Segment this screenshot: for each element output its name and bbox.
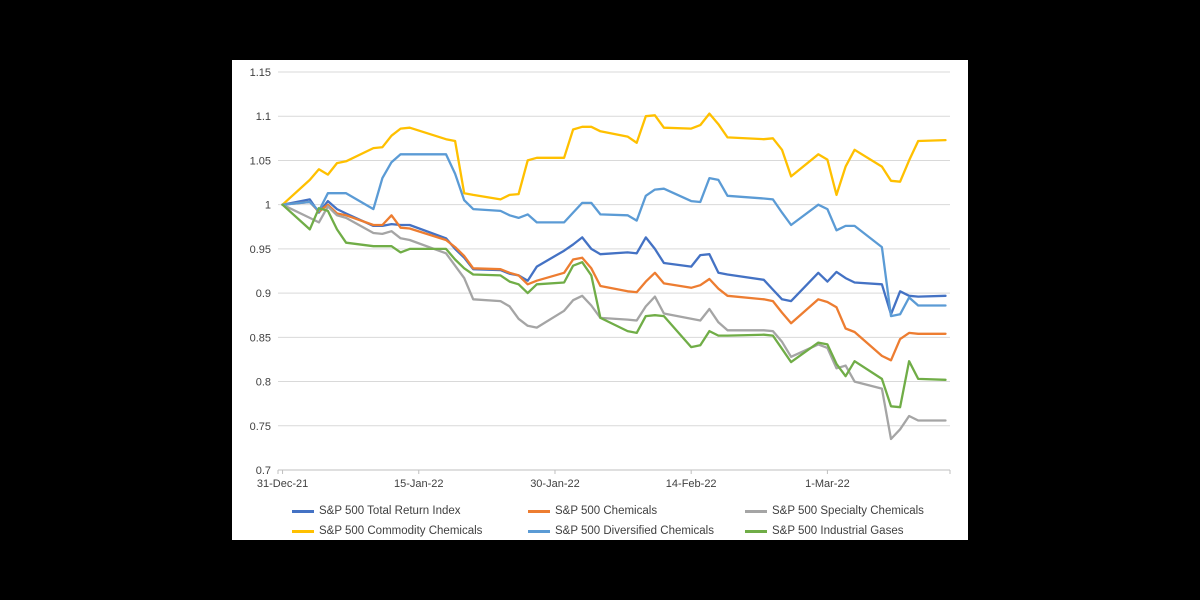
legend-label-chemicals: S&P 500 Chemicals (555, 505, 658, 517)
legend-label-total-return-index: S&P 500 Total Return Index (319, 505, 461, 517)
legend-item-industrial-gases: S&P 500 Industrial Gases (745, 523, 903, 539)
svg-text:31-Dec-21: 31-Dec-21 (257, 478, 308, 490)
svg-text:1: 1 (265, 200, 271, 212)
svg-text:1.05: 1.05 (250, 155, 271, 167)
legend-marker-diversified-chemicals (528, 529, 550, 533)
legend-item-chemicals: S&P 500 Chemicals (528, 503, 657, 519)
svg-text:15-Jan-22: 15-Jan-22 (394, 478, 444, 490)
svg-text:0.75: 0.75 (250, 421, 271, 433)
legend: S&P 500 Total Return Index S&P 500 Chemi… (232, 496, 968, 540)
legend-label-commodity-chemicals: S&P 500 Commodity Chemicals (319, 525, 483, 537)
legend-item-specialty-chemicals: S&P 500 Specialty Chemicals (745, 503, 924, 519)
legend-item-total-return-index: S&P 500 Total Return Index (292, 503, 461, 519)
svg-text:0.8: 0.8 (256, 377, 271, 389)
svg-text:0.95: 0.95 (250, 244, 271, 256)
legend-item-commodity-chemicals: S&P 500 Commodity Chemicals (292, 523, 482, 539)
line-chart: 0.7 0.75 0.8 0.85 0.9 0.95 1 1.05 1.1 1.15 31-Dec-… (250, 67, 951, 490)
legend-marker-chemicals (528, 509, 550, 513)
svg-text:14-Feb-22: 14-Feb-22 (666, 478, 717, 490)
legend-marker-specialty-chemicals (745, 509, 767, 513)
svg-text:0.7: 0.7 (256, 465, 271, 477)
chart-panel: 0.7 0.75 0.8 0.85 0.9 0.95 1 1.05 1.1 1.15 31-Dec-… (232, 60, 968, 540)
svg-text:1.15: 1.15 (250, 67, 271, 79)
legend-label-specialty-chemicals: S&P 500 Specialty Chemicals (772, 505, 924, 517)
svg-text:1.1: 1.1 (256, 111, 271, 123)
legend-marker-total-return-index (292, 509, 314, 513)
legend-marker-industrial-gases (745, 529, 767, 533)
legend-label-industrial-gases: S&P 500 Industrial Gases (772, 525, 904, 537)
svg-text:0.9: 0.9 (256, 288, 271, 300)
svg-text:0.85: 0.85 (250, 332, 271, 344)
legend-item-diversified-chemicals: S&P 500 Diversified Chemicals (528, 523, 714, 539)
svg-text:30-Jan-22: 30-Jan-22 (530, 478, 580, 490)
legend-marker-commodity-chemicals (292, 529, 314, 533)
svg-text:1-Mar-22: 1-Mar-22 (805, 478, 850, 490)
legend-label-diversified-chemicals: S&P 500 Diversified Chemicals (555, 525, 714, 537)
